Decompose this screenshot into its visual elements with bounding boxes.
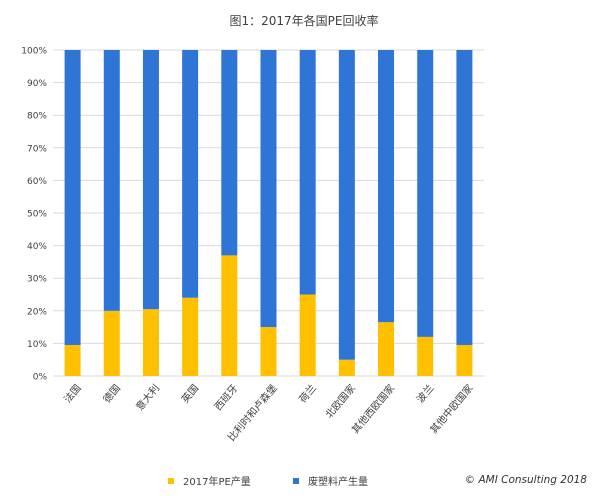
- bar-segment-plastic-waste: [260, 50, 277, 328]
- bar-segment-pe-output: [378, 322, 395, 376]
- bar-segment-plastic-waste: [456, 50, 473, 346]
- y-tick-label: 40%: [27, 242, 47, 252]
- bars: [64, 50, 473, 376]
- x-tick-label: 德国: [100, 382, 123, 406]
- chart-title: 图1：2017年各国PE回收率: [230, 13, 379, 28]
- y-tick-label: 90%: [27, 79, 47, 89]
- y-tick-label: 20%: [27, 307, 47, 317]
- y-tick-label: 0%: [33, 373, 48, 383]
- x-tick-label: 意大利: [133, 382, 162, 413]
- y-axis-ticks: 0% 10% 20% 30% 40% 50% 60% 70% 80% 90% 100%: [21, 47, 47, 383]
- bar-segment-pe-output: [64, 345, 81, 376]
- bar-segment-plastic-waste: [378, 50, 395, 323]
- bar-segment-pe-output: [299, 294, 316, 376]
- x-tick-label: 北欧国家: [322, 382, 358, 421]
- bar-segment-plastic-waste: [64, 50, 81, 346]
- y-tick-label: 100%: [21, 47, 47, 57]
- y-tick-label: 70%: [27, 144, 47, 154]
- bar-segment-plastic-waste: [103, 50, 120, 311]
- legend-swatch: [168, 478, 174, 484]
- y-tick-label: 30%: [27, 275, 47, 285]
- x-tick-label: 西班牙: [212, 382, 240, 413]
- bar-segment-plastic-waste: [338, 50, 355, 360]
- bar-segment-plastic-waste: [142, 50, 159, 310]
- bar-segment-plastic-waste: [417, 50, 434, 337]
- copyright-text: © AMI Consulting 2018: [465, 474, 588, 486]
- bar-segment-plastic-waste: [299, 50, 316, 295]
- x-tick-label: 英国: [179, 382, 202, 406]
- bar-segment-pe-output: [103, 310, 120, 376]
- legend-label: 废塑料产生量: [308, 475, 368, 488]
- x-tick-label: 波兰: [414, 382, 437, 406]
- bar-segment-pe-output: [221, 255, 238, 376]
- bar-segment-plastic-waste: [221, 50, 238, 256]
- y-tick-label: 10%: [27, 340, 47, 350]
- bar-segment-pe-output: [182, 297, 199, 376]
- y-tick-label: 80%: [27, 112, 47, 122]
- legend-swatch: [293, 478, 299, 484]
- bar-segment-pe-output: [417, 336, 434, 376]
- bar-segment-pe-output: [142, 309, 159, 376]
- legend: 2017年PE产量 废塑料产生量: [168, 475, 368, 488]
- bar-segment-plastic-waste: [182, 50, 199, 298]
- y-tick-label: 60%: [27, 177, 47, 187]
- bar-segment-pe-output: [260, 327, 277, 376]
- legend-label: 2017年PE产量: [183, 475, 251, 488]
- bar-segment-pe-output: [456, 345, 473, 376]
- x-tick-label: 荷兰: [296, 382, 319, 406]
- bar-segment-pe-output: [338, 359, 355, 376]
- y-tick-label: 50%: [27, 210, 47, 220]
- x-tick-label: 法国: [61, 382, 84, 406]
